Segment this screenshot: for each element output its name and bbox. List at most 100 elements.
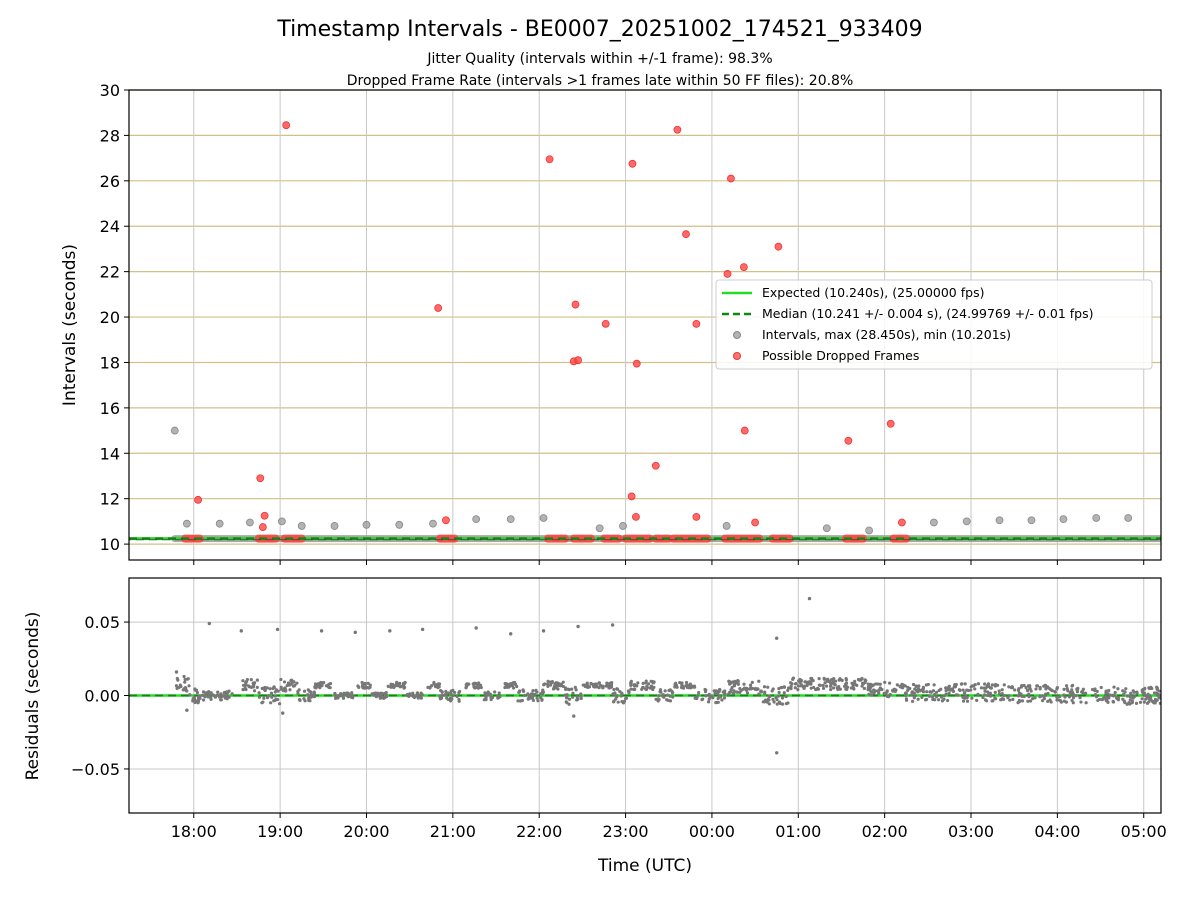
interval-point bbox=[619, 522, 627, 530]
residual-point bbox=[341, 696, 346, 700]
residual-point bbox=[1019, 692, 1023, 696]
residual-point bbox=[414, 694, 418, 698]
dropped-frame-point bbox=[682, 230, 690, 239]
residual-point bbox=[364, 686, 368, 690]
residual-outlier-point bbox=[807, 596, 812, 601]
dropped-frame-point bbox=[256, 474, 265, 483]
residual-point bbox=[962, 692, 967, 696]
residual-point bbox=[493, 690, 497, 694]
residual-point bbox=[748, 683, 753, 687]
bottom-residual-points bbox=[174, 596, 1161, 755]
residual-point bbox=[198, 694, 202, 698]
residual-point bbox=[786, 701, 790, 705]
interval-point bbox=[506, 515, 515, 524]
residual-point bbox=[823, 681, 827, 685]
residual-point bbox=[742, 682, 746, 686]
residual-point bbox=[484, 697, 488, 702]
residual-point bbox=[484, 692, 489, 696]
residual-point bbox=[290, 681, 294, 685]
residual-point bbox=[619, 694, 623, 698]
residual-point bbox=[624, 696, 629, 700]
residual-point bbox=[1046, 699, 1050, 704]
residual-point bbox=[1022, 683, 1026, 688]
residual-point bbox=[1019, 685, 1023, 689]
residual-point bbox=[989, 686, 993, 690]
residual-point bbox=[1048, 687, 1052, 691]
bottom-x-ticks: 18:00 19:00 20:00 21:00 22:00 23:00 00:00 01:00… bbox=[171, 813, 1167, 841]
residual-point bbox=[1067, 695, 1072, 699]
residual-point bbox=[882, 691, 886, 695]
interval-point bbox=[1092, 514, 1101, 522]
residual-point bbox=[749, 686, 753, 690]
residual-point bbox=[996, 683, 1000, 687]
residual-point bbox=[585, 681, 589, 685]
residual-point bbox=[193, 698, 197, 702]
residual-point bbox=[831, 686, 836, 690]
residual-point bbox=[953, 685, 957, 689]
interval-point bbox=[929, 518, 938, 527]
residual-point bbox=[983, 689, 987, 693]
residual-point bbox=[536, 699, 540, 703]
residual-point bbox=[791, 676, 796, 680]
residual-point bbox=[920, 695, 924, 699]
residual-point bbox=[722, 696, 727, 700]
residual-point bbox=[1033, 696, 1037, 700]
residual-point bbox=[904, 698, 909, 702]
residual-point bbox=[597, 681, 601, 685]
residual-point bbox=[571, 691, 575, 695]
residual-point bbox=[983, 682, 987, 686]
residual-point bbox=[767, 702, 771, 706]
residual-point bbox=[1099, 685, 1103, 690]
residual-point bbox=[367, 686, 371, 690]
residual-point bbox=[334, 694, 338, 698]
residual-point bbox=[1131, 696, 1135, 700]
residual-point bbox=[203, 694, 207, 698]
residual-point bbox=[632, 683, 636, 687]
legend-median-label: Median (10.241 +/- 0.004 s), (24.99769 +… bbox=[762, 306, 1093, 321]
residual-point bbox=[812, 685, 816, 690]
top-y-tick-label: 12 bbox=[100, 490, 120, 509]
top-y-tick-label: 14 bbox=[100, 444, 120, 463]
residual-point bbox=[564, 700, 568, 704]
residual-point bbox=[911, 682, 916, 687]
residual-point bbox=[867, 692, 871, 696]
residual-point bbox=[673, 685, 677, 689]
residual-point bbox=[816, 687, 820, 691]
residual-point bbox=[181, 688, 185, 692]
residual-point bbox=[657, 697, 661, 702]
interval-point bbox=[1027, 516, 1036, 525]
residual-point bbox=[497, 695, 501, 699]
residual-point bbox=[360, 680, 364, 685]
residual-point bbox=[453, 690, 457, 695]
residual-point bbox=[976, 692, 980, 696]
residual-point bbox=[633, 687, 637, 691]
residual-point bbox=[979, 686, 983, 690]
residual-point bbox=[540, 692, 545, 696]
residual-point bbox=[976, 682, 981, 686]
residual-point bbox=[267, 693, 271, 698]
residual-point bbox=[1001, 697, 1005, 701]
interval-point bbox=[1059, 515, 1068, 524]
residual-point bbox=[455, 694, 459, 699]
residual-point bbox=[621, 701, 626, 705]
residual-point bbox=[1140, 697, 1144, 701]
residual-point bbox=[219, 692, 223, 696]
residual-point bbox=[750, 680, 754, 684]
residual-point bbox=[797, 679, 801, 683]
residual-point bbox=[614, 697, 618, 701]
residual-point bbox=[763, 698, 768, 702]
residual-point bbox=[916, 697, 920, 701]
residual-point bbox=[477, 681, 481, 685]
residual-point bbox=[853, 679, 857, 683]
residual-point bbox=[293, 683, 297, 687]
residual-point bbox=[382, 696, 386, 700]
residual-outlier-point bbox=[185, 708, 189, 712]
residual-point bbox=[969, 685, 973, 689]
residual-point bbox=[564, 686, 568, 690]
chart-title: Timestamp Intervals - BE0007_20251002_17… bbox=[276, 17, 922, 42]
interval-point bbox=[722, 522, 731, 530]
residual-point bbox=[931, 695, 935, 699]
residual-point bbox=[730, 685, 734, 690]
residual-point bbox=[546, 684, 550, 688]
residual-outlier-point bbox=[572, 714, 576, 718]
